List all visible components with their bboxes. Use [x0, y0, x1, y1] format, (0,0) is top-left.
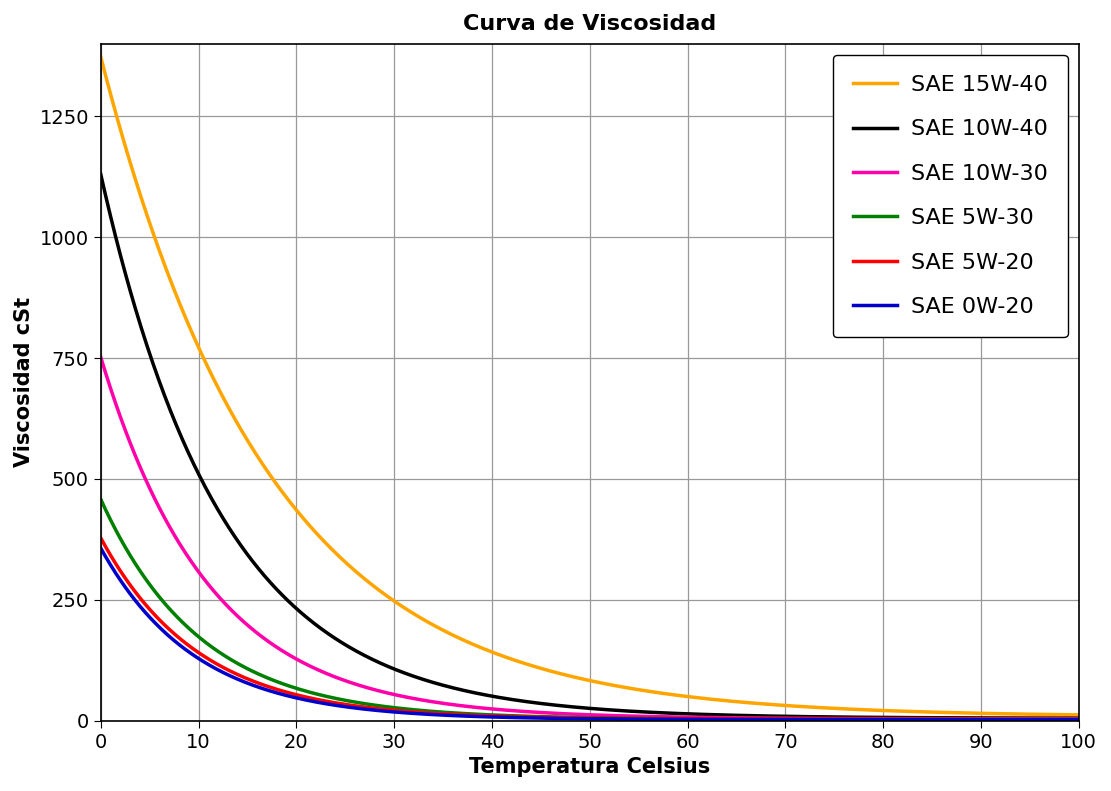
SAE 0W-20	[194, 655, 208, 664]
SAE 0W-20	[524, 713, 538, 723]
SAE 10W-40	[194, 473, 208, 483]
Legend: SAE 15W-40, SAE 10W-40, SAE 10W-30, SAE 5W-30, SAE 5W-20, SAE 0W-20: SAE 15W-40, SAE 10W-40, SAE 10W-30, SAE …	[833, 55, 1068, 337]
SAE 15W-40	[765, 700, 779, 710]
SAE 0W-20	[490, 713, 503, 722]
SAE 5W-30	[194, 634, 208, 643]
SAE 5W-20	[765, 714, 779, 724]
SAE 5W-20	[194, 649, 208, 659]
SAE 0W-20	[94, 543, 108, 553]
Line: SAE 5W-30: SAE 5W-30	[101, 499, 1079, 719]
SAE 10W-40	[874, 713, 888, 722]
SAE 0W-20	[765, 715, 779, 725]
SAE 5W-30	[874, 714, 888, 724]
SAE 5W-30	[490, 710, 503, 720]
SAE 5W-20	[874, 714, 888, 724]
SAE 5W-20	[94, 533, 108, 543]
SAE 10W-30	[490, 705, 503, 714]
Title: Curva de Viscosidad: Curva de Viscosidad	[463, 14, 717, 34]
SAE 5W-30	[1072, 714, 1085, 724]
SAE 10W-40	[490, 692, 503, 702]
SAE 0W-20	[1072, 715, 1085, 725]
SAE 15W-40	[524, 660, 538, 670]
SAE 5W-20	[490, 711, 503, 721]
SAE 15W-40	[194, 347, 208, 357]
Line: SAE 15W-40: SAE 15W-40	[101, 57, 1079, 715]
SAE 10W-40	[94, 169, 108, 179]
SAE 15W-40	[490, 649, 503, 658]
SAE 10W-30	[765, 713, 779, 723]
Line: SAE 0W-20: SAE 0W-20	[101, 548, 1079, 720]
SAE 0W-20	[857, 715, 870, 725]
SAE 10W-30	[1072, 714, 1085, 724]
SAE 10W-40	[765, 711, 779, 721]
SAE 15W-40	[857, 705, 870, 714]
SAE 10W-30	[857, 713, 870, 723]
SAE 10W-30	[194, 570, 208, 579]
SAE 15W-40	[874, 706, 888, 715]
SAE 15W-40	[94, 52, 108, 62]
SAE 5W-30	[524, 712, 538, 721]
SAE 5W-30	[857, 714, 870, 724]
SAE 10W-30	[874, 713, 888, 723]
SAE 5W-20	[524, 713, 538, 722]
SAE 10W-40	[524, 698, 538, 707]
SAE 5W-20	[857, 714, 870, 724]
SAE 10W-40	[857, 713, 870, 722]
SAE 5W-30	[94, 494, 108, 504]
SAE 5W-30	[765, 714, 779, 724]
X-axis label: Temperatura Celsius: Temperatura Celsius	[469, 757, 710, 777]
SAE 15W-40	[1072, 710, 1085, 720]
SAE 10W-40	[1072, 713, 1085, 723]
SAE 0W-20	[874, 715, 888, 725]
Line: SAE 10W-40: SAE 10W-40	[101, 174, 1079, 718]
Line: SAE 10W-30: SAE 10W-30	[101, 357, 1079, 719]
Line: SAE 5W-20: SAE 5W-20	[101, 538, 1079, 719]
SAE 5W-20	[1072, 714, 1085, 724]
Y-axis label: Viscosidad cSt: Viscosidad cSt	[14, 297, 34, 467]
SAE 10W-30	[94, 352, 108, 361]
SAE 10W-30	[524, 707, 538, 717]
